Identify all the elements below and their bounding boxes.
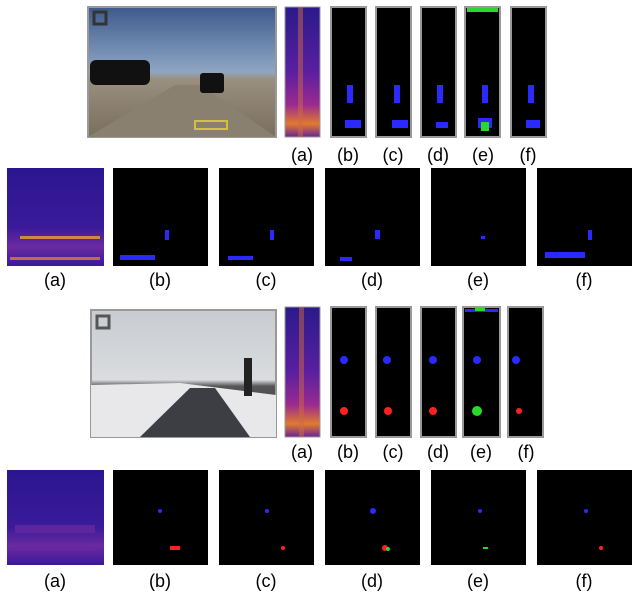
car [90,60,150,85]
green-band [467,8,498,12]
label: (c) [383,442,404,462]
label: (b) [149,270,171,290]
person [244,358,252,396]
panels [113,470,632,565]
green-blob [481,122,489,131]
label: (c) [256,571,277,591]
panels [331,7,546,137]
label: (b) [149,571,171,591]
green-blob [386,547,390,551]
radar-line [298,7,303,137]
row-4: (a) (b) (c) (d) (e) (f) [7,470,632,591]
spectrum [7,168,104,266]
label: (c) [256,270,277,290]
label: (b) [337,442,359,462]
label: (f) [576,571,593,591]
label: (a) [291,442,313,462]
car [200,73,224,93]
label: (a) [44,571,66,591]
figure: (a) (b) (c) (d) (e) (f) (a) (b) (c) (d) … [0,0,633,592]
green-blob [483,547,488,549]
row-2: (a) (b) (c) (d) (e) (f) [7,168,632,290]
spectrum-line [10,257,100,260]
label: (e) [472,145,494,165]
label: (f) [520,145,537,165]
label: (e) [467,270,489,290]
label: (c) [383,145,404,165]
row-3: (a) (b) (c) (d) (e) (f) [91,307,543,462]
label: (e) [470,442,492,462]
label: (a) [44,270,66,290]
label: (d) [427,145,449,165]
label: (b) [337,145,359,165]
panels [331,307,543,437]
label: (f) [576,270,593,290]
label: (e) [467,571,489,591]
spectrum-band [15,525,95,533]
green-band [475,308,485,311]
panels [113,168,632,266]
label: (d) [361,270,383,290]
label: (a) [291,145,313,165]
radar-line [299,307,304,437]
label: (d) [361,571,383,591]
spectrum-line [20,236,100,239]
spectrum-band [10,545,95,551]
label: (f) [518,442,535,462]
row-1: (a) (b) (c) (d) (e) (f) [88,7,546,165]
green-blob [472,406,482,416]
label: (d) [427,442,449,462]
